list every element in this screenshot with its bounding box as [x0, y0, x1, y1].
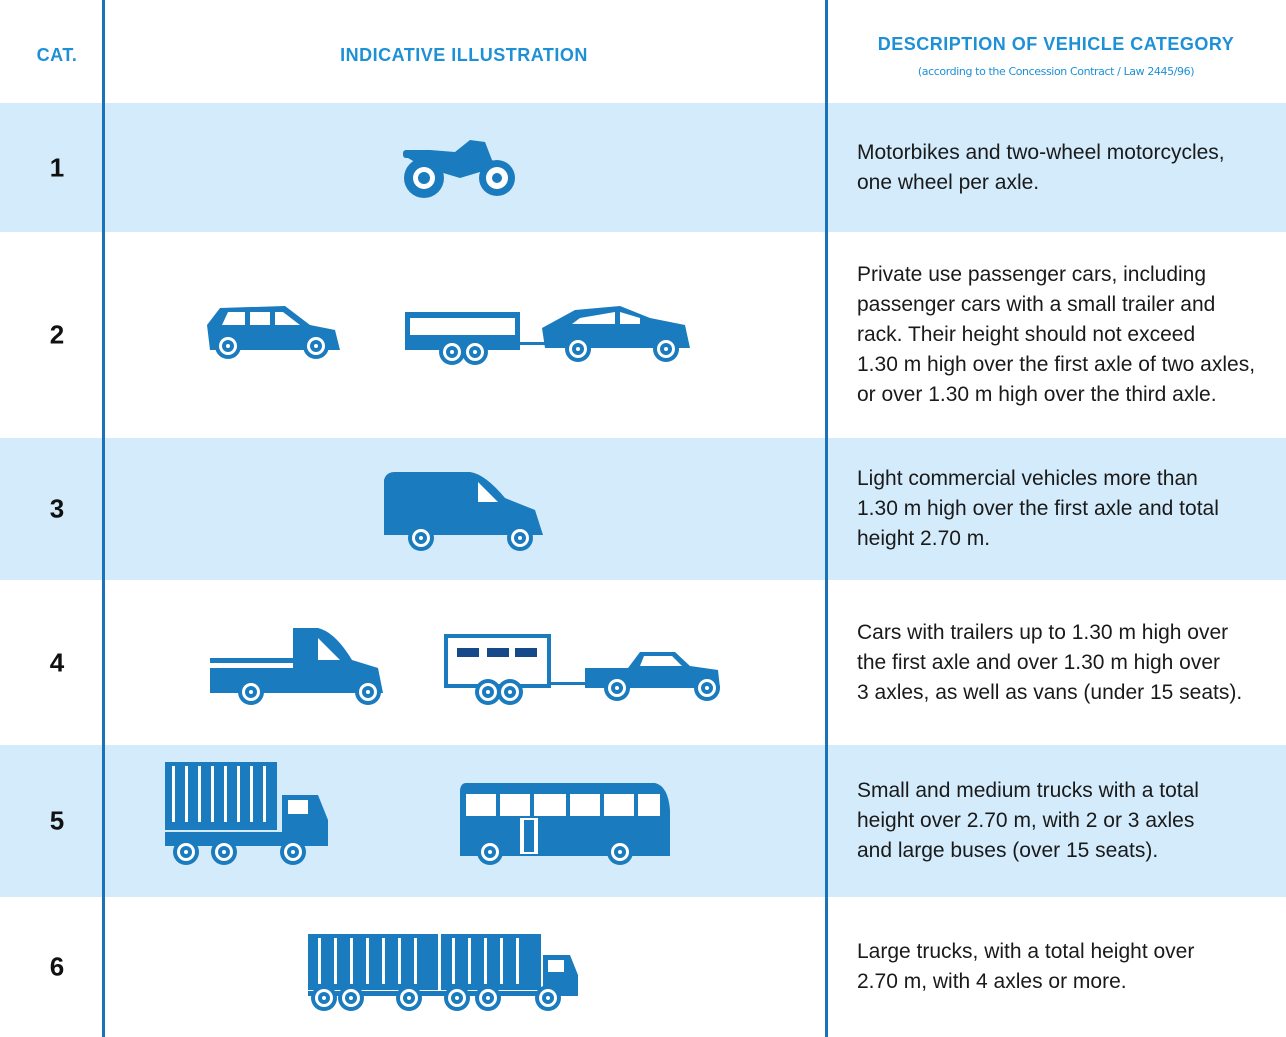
category-number: 3: [49, 493, 65, 524]
column-divider: [102, 0, 105, 1037]
motorcycle-icon: [403, 140, 515, 198]
description: Small and medium trucks with a total heig…: [857, 776, 1199, 866]
truck-icon: [165, 762, 328, 865]
header-cat: CAT.: [36, 45, 78, 65]
table-row: 3 Light commercial vehicles more than 1.30…: [0, 438, 1286, 580]
category-number: 5: [49, 805, 65, 836]
description-line: one wheel per axle.: [857, 170, 1040, 194]
category-number: 6: [49, 951, 65, 982]
description-line: 1.30 m high over the first axle of two a…: [857, 353, 1256, 376]
road-train-icon: [308, 934, 578, 1011]
pickup-icon: [210, 628, 383, 705]
category-number: 2: [49, 319, 65, 350]
description-line: 1.30 m high over the first axle and tota…: [857, 497, 1219, 520]
description-line: 2.70 m, with 4 axles or more.: [857, 970, 1127, 993]
description-line: 3 axles, as well as vans (under 15 seats…: [857, 680, 1243, 704]
description-line: and large buses (over 15 seats).: [857, 839, 1159, 862]
bus-icon: [460, 783, 670, 865]
car-with-trailer-icon: [405, 306, 690, 365]
description-line: Private use passenger cars, including: [857, 263, 1207, 286]
description-line: the first axle and over 1.30 m high over: [857, 650, 1221, 674]
header-description: DESCRIPTION OF VEHICLE CATEGORY: [877, 34, 1235, 54]
description-line: height 2.70 m.: [857, 527, 991, 550]
description: Cars with trailers up to 1.30 m high ove…: [857, 618, 1242, 708]
description-line: or over 1.30 m high over the third axle.: [857, 383, 1217, 406]
header-note: (according to the Concession Contract / …: [917, 65, 1195, 78]
column-divider: [825, 0, 828, 1037]
category-number: 1: [49, 152, 65, 182]
description-line: Motorbikes and two-wheel motorcycles,: [857, 140, 1225, 164]
description-line: rack. Their height should not exceed: [857, 323, 1196, 346]
description-line: Small and medium trucks with a total: [857, 779, 1199, 802]
car-icon: [207, 306, 340, 359]
description: Private use passenger cars, including pas…: [857, 260, 1255, 410]
category-number: 4: [49, 647, 65, 677]
table-row: 4 Cars with trailers up to 1.30 m high ov…: [0, 580, 1286, 745]
header-illustration: INDICATIVE ILLUSTRATION: [340, 45, 588, 65]
description-line: Cars with trailers up to 1.30 m high ove…: [857, 620, 1229, 644]
description-line: Large trucks, with a total height over: [857, 940, 1195, 963]
description: Light commercial vehicles more than 1.30 …: [857, 464, 1219, 554]
pickup-with-trailer-icon: [444, 634, 720, 705]
table-row: 2 Private use passenger cars, including pa…: [0, 232, 1286, 438]
description-line: passenger cars with a small trailer and: [857, 293, 1216, 316]
description-line: height over 2.70 m, with 2 or 3 axles: [857, 809, 1195, 832]
description-line: Light commercial vehicles more than: [857, 467, 1198, 490]
description: Large trucks, with a total height over 2.…: [857, 937, 1194, 997]
table-row: 6 Large trucks, with a total height over 2…: [0, 897, 1286, 1037]
van-icon: [384, 472, 543, 551]
description: Motorbikes and two-wheel motorcycles, one…: [857, 138, 1225, 198]
table-row: 1 Motorbikes and two-wheel motorcycles, on…: [0, 103, 1286, 232]
